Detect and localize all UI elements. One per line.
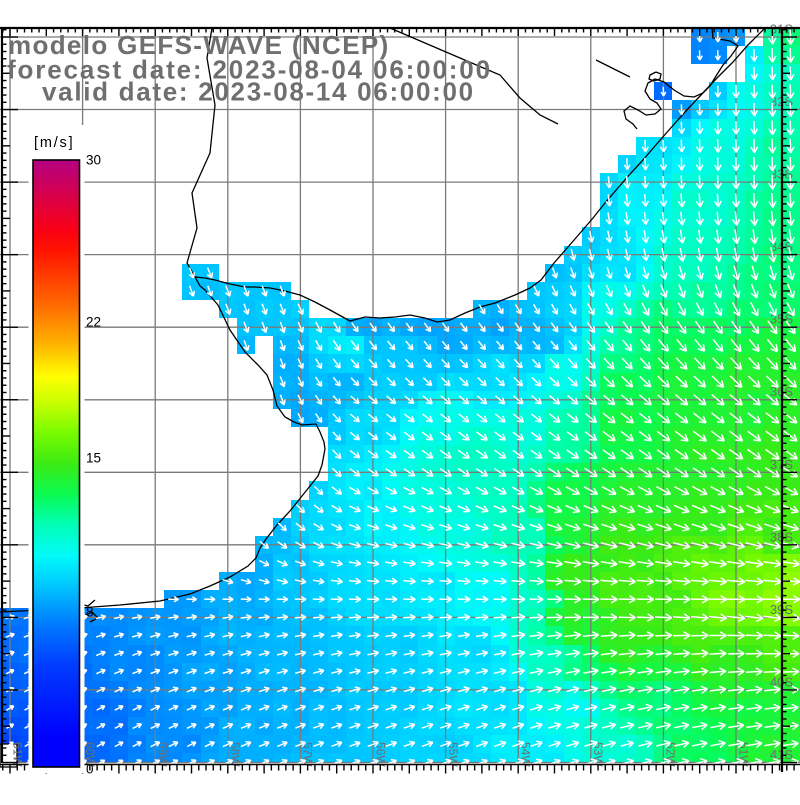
svg-text:61W: 61W <box>10 742 24 767</box>
svg-text:[m/s]: [m/s] <box>34 135 74 151</box>
svg-text:modelo GEFS-WAVE (NCEP): modelo GEFS-WAVE (NCEP) <box>8 30 390 60</box>
svg-text:30: 30 <box>86 153 101 168</box>
svg-text:8: 8 <box>86 605 94 620</box>
svg-text:15: 15 <box>86 451 101 466</box>
svg-text:forecast date: 2023-08-04 06:0: forecast date: 2023-08-04 06:00:00 <box>7 55 492 85</box>
svg-text:valid date: 2023-08-14 06:00:0: valid date: 2023-08-14 06:00:00 <box>42 77 475 107</box>
svg-text:0: 0 <box>86 762 94 777</box>
svg-text:22: 22 <box>86 315 101 330</box>
